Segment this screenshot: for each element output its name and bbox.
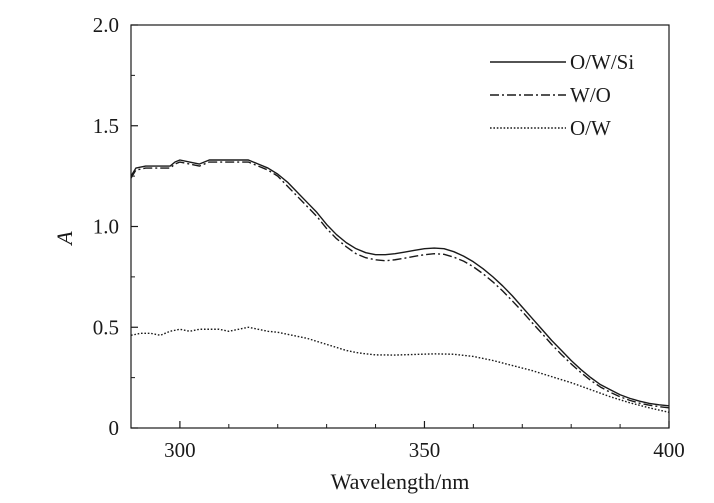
series-layer bbox=[130, 159, 670, 413]
legend-label: O/W bbox=[570, 116, 611, 140]
x-axis-label: Wavelength/nm bbox=[331, 469, 470, 494]
legend-label: W/O bbox=[570, 83, 611, 107]
y-tick-label: 0 bbox=[109, 416, 120, 440]
x-axis-ticks: 300 350 400 bbox=[130, 421, 685, 462]
x-tick-label: 400 bbox=[653, 438, 685, 462]
series-line-1 bbox=[130, 159, 670, 407]
legend: O/W/Si W/O O/W bbox=[490, 50, 634, 140]
y-axis-label: A bbox=[52, 231, 77, 247]
y-tick-label: 0.5 bbox=[93, 315, 119, 339]
y-tick-label: 1.0 bbox=[93, 215, 119, 239]
y-axis-ticks: 0 0.5 1.0 1.5 2.0 bbox=[93, 13, 138, 440]
y-tick-label: 2.0 bbox=[93, 13, 119, 37]
y-tick-label: 1.5 bbox=[93, 114, 119, 138]
x-tick-label: 300 bbox=[164, 438, 196, 462]
series-line-2 bbox=[130, 161, 670, 409]
series-line-3 bbox=[130, 326, 670, 413]
legend-label: O/W/Si bbox=[570, 50, 634, 74]
x-tick-label: 350 bbox=[409, 438, 441, 462]
